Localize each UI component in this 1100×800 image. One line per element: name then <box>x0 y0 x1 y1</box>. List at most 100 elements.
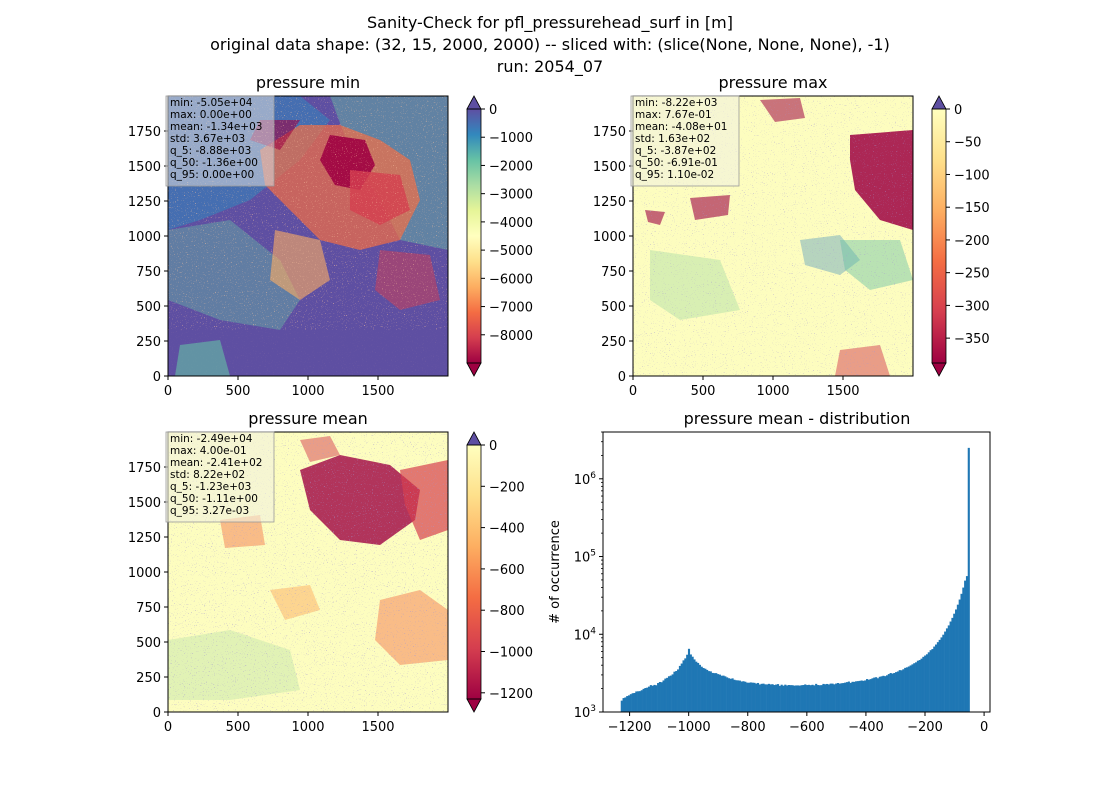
y-tick-label: 250 <box>136 335 161 350</box>
colorbar-extend-max <box>931 95 947 110</box>
histogram-bar <box>844 682 847 712</box>
colorbar-tick-label: −1200 <box>489 687 533 702</box>
histogram-bar <box>936 642 939 712</box>
stat-line: max: 0.00e+00 <box>170 109 252 121</box>
stat-line: min: -5.05e+04 <box>170 97 253 109</box>
histogram-bar <box>829 683 832 712</box>
histogram-bar <box>756 682 760 712</box>
colorbar-ticks: 0 −1000 −2000 −3000 −4000 −5000 −6000 −7000 −800… <box>481 103 533 344</box>
x-tick-label: 0 <box>164 720 172 735</box>
stat-line: mean: -4.08e+01 <box>635 121 727 133</box>
histogram-bar <box>807 684 810 712</box>
histogram-bar <box>620 700 623 712</box>
histogram-bar <box>958 599 961 712</box>
colorbar-tick-label: −400 <box>489 522 525 537</box>
histogram-bar <box>809 685 812 712</box>
panel-pressure-min: pressure min 0 500 1000 1500 0 250 500 750 1000 1… <box>128 73 533 399</box>
stat-line: q_5: -8.88e+03 <box>170 145 251 157</box>
histogram-bar <box>655 685 658 712</box>
colorbar-tick-label: −8000 <box>489 329 533 344</box>
histogram-bar <box>965 576 969 712</box>
x-tick-label: 500 <box>691 384 716 399</box>
y-tick-label: 0 <box>618 370 626 385</box>
stat-line: q_50: -1.11e+00 <box>170 493 258 505</box>
colorbar-tick-label: −5000 <box>489 244 533 259</box>
histogram-bar <box>900 670 903 712</box>
histogram-bar <box>889 673 892 712</box>
x-tick-label: −600 <box>789 720 825 735</box>
x-tick-label: −800 <box>730 720 766 735</box>
y-tick-label: 1750 <box>593 125 626 140</box>
stat-line: q_50: -1.36e+00 <box>170 157 258 169</box>
histogram-bar <box>867 679 870 712</box>
panel-distribution: pressure mean - distribution −1200 −1000−… <box>548 409 991 735</box>
y-tick-label: 1750 <box>128 461 161 476</box>
histogram-bar <box>717 674 720 712</box>
histogram-bar <box>918 660 921 712</box>
histogram-bar <box>747 682 751 712</box>
colorbar-tick-label: −800 <box>489 604 525 619</box>
histogram-bar <box>893 672 896 712</box>
y-tick-label: 500 <box>136 636 161 651</box>
x-tick-label: 500 <box>226 720 251 735</box>
figure-title: Sanity-Check for pfl_pressurehead_surf i… <box>210 13 890 77</box>
y-tick-label: 250 <box>601 335 626 350</box>
histogram-bar <box>967 447 970 712</box>
histogram-bar <box>787 685 790 712</box>
y-tick-label: 750 <box>601 265 626 280</box>
histogram-bar <box>789 685 792 712</box>
stat-line: max: 7.67e-01 <box>635 109 712 121</box>
histogram-bar <box>873 677 876 712</box>
histogram-bar <box>720 675 723 712</box>
histogram-bar <box>955 609 958 712</box>
histogram-bar <box>753 682 756 712</box>
histogram-bar <box>733 679 736 712</box>
histogram-bar <box>711 672 714 712</box>
colorbar-tick-label: −300 <box>954 299 990 314</box>
histogram-bar <box>940 637 943 712</box>
histogram-bar <box>713 673 716 712</box>
panel-pressure-mean: pressure mean 0 500 1000 1500 0 250 500 750 1000… <box>128 409 533 735</box>
histogram-bar <box>876 678 880 712</box>
y-tick-label: 750 <box>136 601 161 616</box>
histogram-bar <box>647 686 651 712</box>
stats-box: min: -8.22e+03 max: 7.67e-01 mean: -4.08… <box>630 95 740 187</box>
histogram-bar <box>751 682 754 712</box>
histogram-bar <box>820 685 823 712</box>
histogram-bar <box>793 685 796 712</box>
axis-ticks: 0 500 1000 1500 0 250 500 750 1000 1250 1500 1750 <box>128 125 395 399</box>
histogram-bar <box>815 683 818 712</box>
y-tick-label: 1750 <box>128 125 161 140</box>
y-tick-label: 1000 <box>593 230 626 245</box>
histogram-bar <box>622 698 625 712</box>
panel-pressure-max: pressure max 0 500 1000 1500 0 250 500 750 1000 1… <box>593 73 990 399</box>
histogram-bar <box>849 682 852 712</box>
histogram-bar <box>826 683 829 712</box>
histogram-bar <box>626 696 629 712</box>
colorbar-tick-label: −350 <box>954 332 990 347</box>
histogram-bar <box>742 681 745 712</box>
histogram-bar <box>871 678 874 712</box>
histogram-bar <box>778 685 781 712</box>
colorbar-tick-label: −1000 <box>489 646 533 661</box>
y-tick-label: 1500 <box>128 496 161 511</box>
y-tick-label: 1250 <box>128 531 161 546</box>
histogram-bar <box>695 661 698 712</box>
histogram-bar <box>796 685 800 712</box>
histogram-bar <box>780 684 783 712</box>
x-tick-label: 0 <box>164 384 172 399</box>
histogram-bar <box>638 691 642 712</box>
figure-title-line-1: Sanity-Check for pfl_pressurehead_surf i… <box>367 13 733 33</box>
histogram-bar <box>795 685 798 712</box>
histogram-bar <box>682 660 685 712</box>
histogram-bar <box>649 685 652 712</box>
histogram-bar <box>951 617 954 712</box>
histogram-bar <box>835 683 838 712</box>
histogram-bar <box>776 684 780 712</box>
histogram-bar <box>887 674 890 712</box>
axes-frame <box>602 431 991 713</box>
histogram-bar <box>811 684 814 712</box>
histogram-bar <box>629 694 632 712</box>
histogram-bar <box>698 664 701 712</box>
